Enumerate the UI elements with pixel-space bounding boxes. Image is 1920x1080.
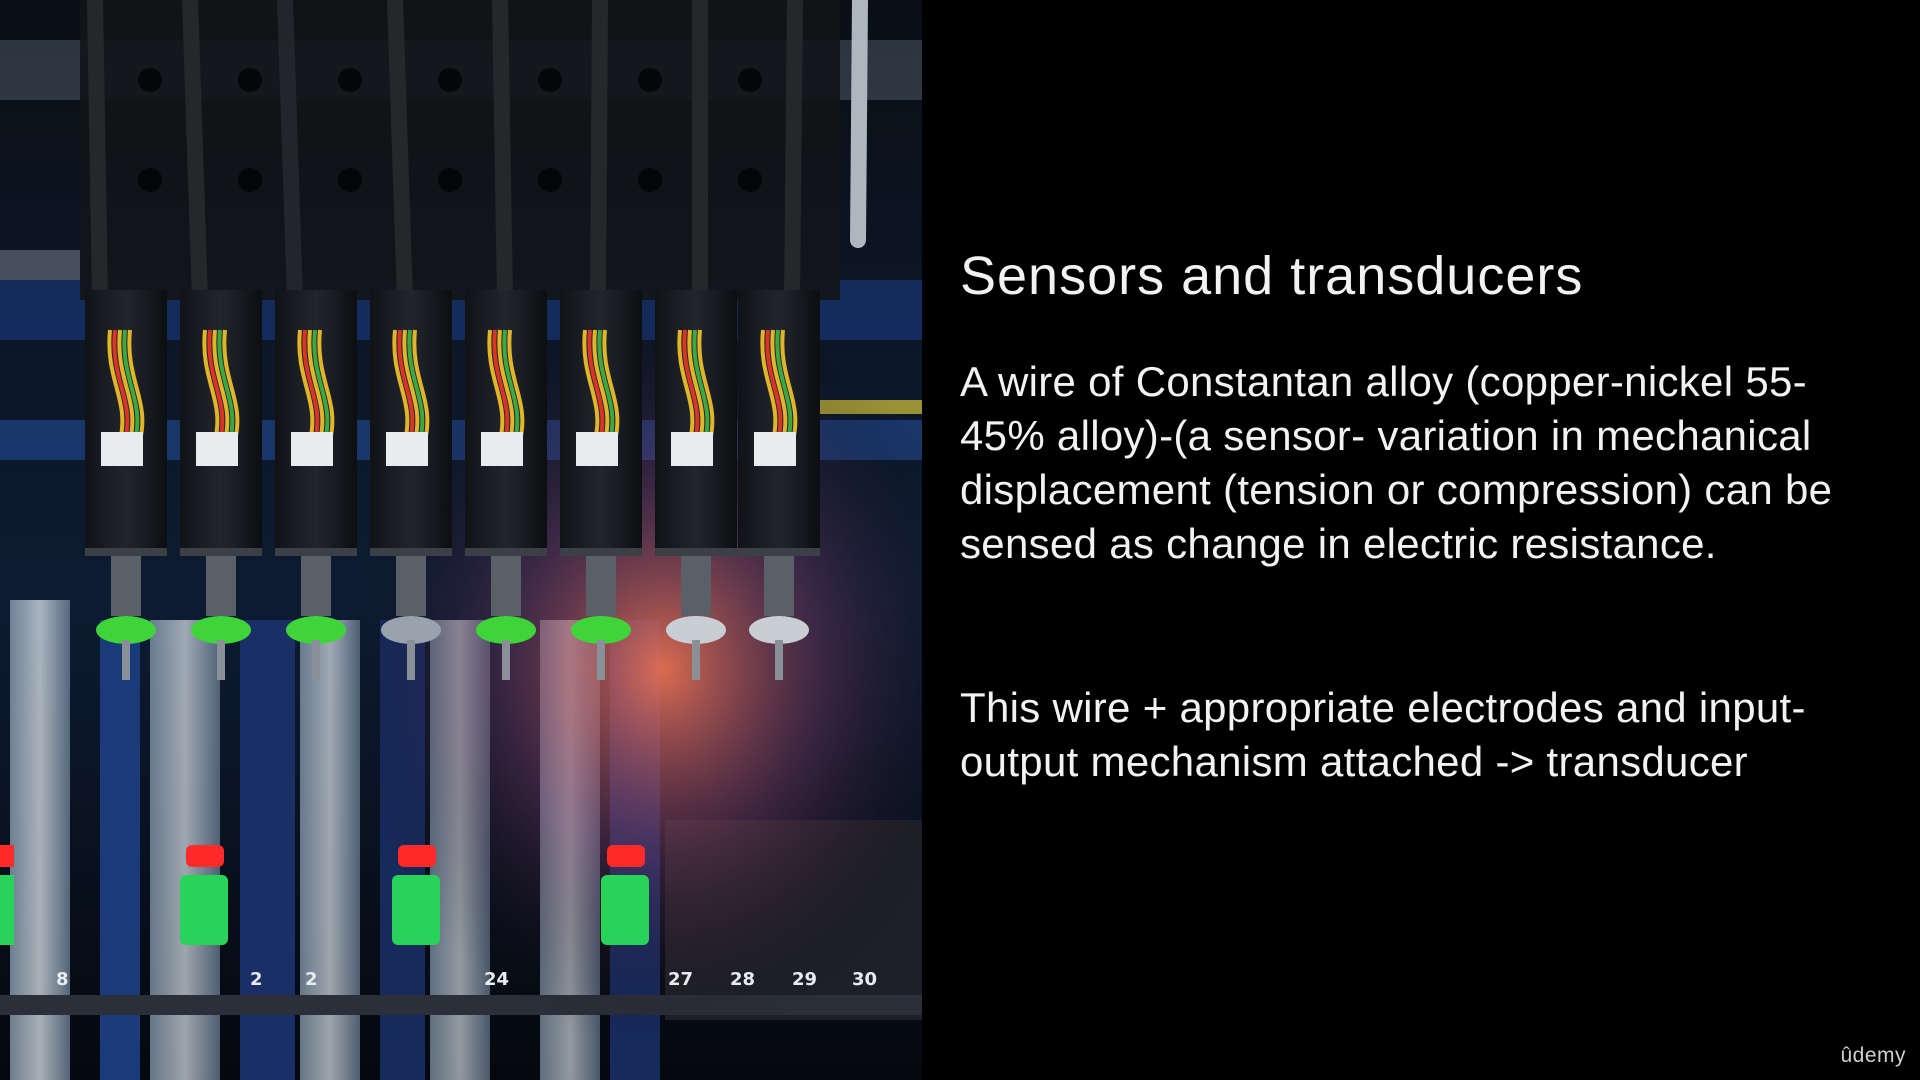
slot-number: 29 xyxy=(792,969,817,990)
slide-title: Sensors and transducers xyxy=(960,246,1584,306)
slide-paragraph: This wire + appropriate electrodes and i… xyxy=(960,684,1806,785)
machine-illustration: 8 2 2 24 27 28 29 30 xyxy=(0,0,922,1080)
pick-and-place-machine-photo: 8 2 2 24 27 28 29 30 xyxy=(0,0,922,1080)
slide-paragraph: A wire of Constantan alloy (copper-nicke… xyxy=(960,358,1833,567)
slot-number: 8 xyxy=(56,969,69,990)
indicator-lights xyxy=(0,845,649,945)
udemy-logo: ûdemy xyxy=(1840,1044,1906,1067)
nozzle-modules xyxy=(85,290,820,680)
slot-number-labels: 8 2 2 24 27 28 29 30 xyxy=(56,969,877,990)
slot-number: 2 xyxy=(250,969,263,990)
slot-number: 27 xyxy=(668,969,693,990)
slot-number: 24 xyxy=(484,969,509,990)
slot-number: 30 xyxy=(852,969,877,990)
slot-number: 28 xyxy=(730,969,755,990)
slot-number: 2 xyxy=(305,969,318,990)
slide-text-panel: Sensors and transducers A wire of Consta… xyxy=(922,0,1920,1080)
